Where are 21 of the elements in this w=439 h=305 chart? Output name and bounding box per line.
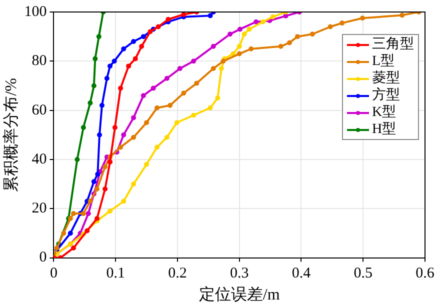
x-tick-label: 0 <box>50 266 58 282</box>
x-tick-label: 0.4 <box>292 266 312 282</box>
y-tick-label: 100 <box>24 4 47 20</box>
y-tick-label: 20 <box>32 200 47 217</box>
legend-label: 菱型 <box>372 70 400 87</box>
x-tick-label: 0.3 <box>230 266 249 282</box>
y-tick-label: 80 <box>32 53 47 70</box>
x-tick-label: 0.1 <box>106 266 125 282</box>
legend-label: 三角型 <box>372 36 414 53</box>
legend-label: L型 <box>372 53 395 70</box>
legend-label: H型 <box>372 121 396 138</box>
x-axis-title: 定位误差/m <box>198 286 280 304</box>
y-tick-label: 0 <box>39 250 47 266</box>
x-tick-label: 0.5 <box>354 266 372 282</box>
y-tick-label: 40 <box>32 151 47 168</box>
x-tick-label: 0.6 <box>416 266 435 282</box>
y-tick-label: 60 <box>32 102 47 118</box>
x-tick-label: 0.2 <box>168 266 187 282</box>
legend-label: 方型 <box>372 87 400 104</box>
legend-label: K型 <box>372 104 396 121</box>
y-axis-title: 累积概率分布/% <box>2 78 20 192</box>
